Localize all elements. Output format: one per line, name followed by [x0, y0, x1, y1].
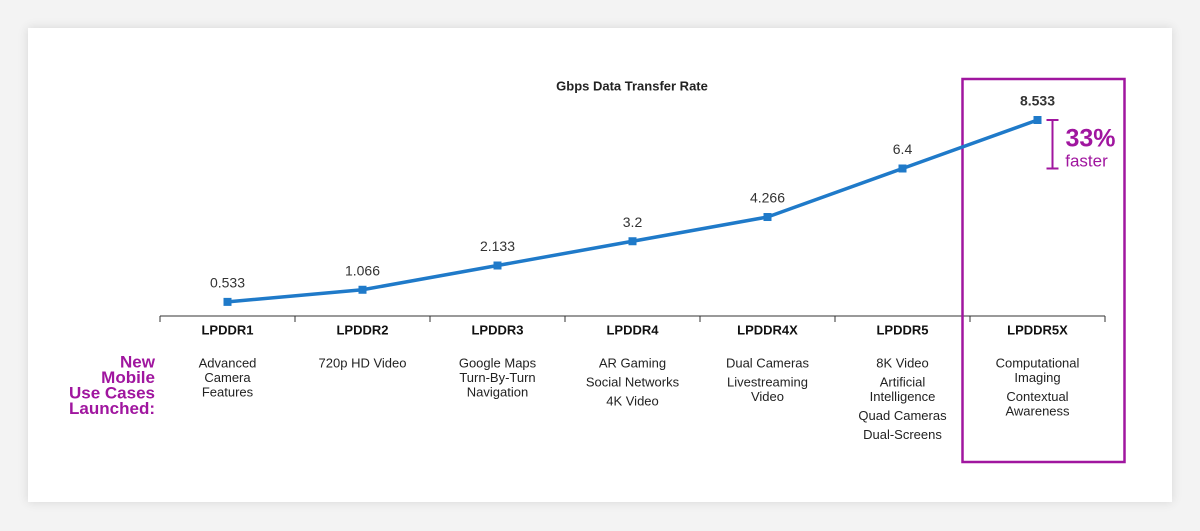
chart-title: Gbps Data Transfer Rate [556, 78, 708, 93]
use-case: AR Gaming [599, 355, 666, 370]
highlight-box [961, 77, 1126, 464]
data-label: 8.533 [1020, 93, 1055, 109]
data-label: 1.066 [345, 262, 380, 278]
x-tick-label: LPDDR3 [471, 322, 523, 337]
use-case: 720p HD Video [319, 355, 407, 370]
x-tick-label: LPDDR5 [876, 322, 928, 337]
use-case: Imaging [1014, 370, 1060, 385]
use-case: Camera [204, 370, 251, 385]
data-point [358, 285, 367, 294]
use-case: Advanced [199, 355, 257, 370]
use-case: Awareness [1005, 403, 1070, 418]
use-cases-label: Launched: [69, 399, 155, 418]
use-case: Turn-By-Turn [459, 370, 535, 385]
use-case: 4K Video [606, 393, 659, 408]
data-point [898, 164, 907, 173]
use-case: Google Maps [459, 355, 537, 370]
x-tick-label: LPDDR5X [1007, 322, 1068, 337]
use-case: 8K Video [876, 355, 929, 370]
use-case: Computational [996, 355, 1080, 370]
data-point [763, 213, 772, 222]
use-case: Social Networks [586, 374, 680, 389]
x-tick-label: LPDDR4X [737, 322, 798, 337]
use-case: Livestreaming [727, 374, 808, 389]
data-point [1033, 116, 1042, 124]
data-label: 4.266 [750, 190, 785, 206]
annotation-percent: 33% [1065, 125, 1115, 153]
use-case: Contextual [1006, 389, 1068, 404]
x-tick-label: LPDDR1 [201, 322, 253, 337]
use-case: Artificial [880, 374, 926, 389]
data-point [493, 261, 502, 270]
use-case: Dual Cameras [726, 355, 810, 370]
x-tick-label: LPDDR4 [606, 322, 659, 337]
data-point [628, 237, 637, 246]
data-label: 6.4 [893, 141, 913, 157]
annotation-text: faster [1065, 151, 1108, 170]
data-label: 3.2 [623, 214, 643, 230]
use-case: Features [202, 384, 254, 399]
use-cases-label: New [120, 352, 156, 371]
use-case: Video [751, 389, 784, 404]
use-cases-label: Mobile [101, 368, 155, 387]
x-tick-label: LPDDR2 [336, 322, 388, 337]
use-case: Quad Cameras [858, 408, 947, 423]
use-case: Navigation [467, 384, 528, 399]
data-label: 0.533 [210, 275, 245, 291]
data-label: 2.133 [480, 238, 515, 254]
use-cases-label: Use Cases [69, 383, 155, 402]
card [28, 28, 1172, 502]
data-point [223, 297, 232, 306]
use-case: Intelligence [870, 389, 936, 404]
use-case: Dual-Screens [863, 427, 942, 442]
